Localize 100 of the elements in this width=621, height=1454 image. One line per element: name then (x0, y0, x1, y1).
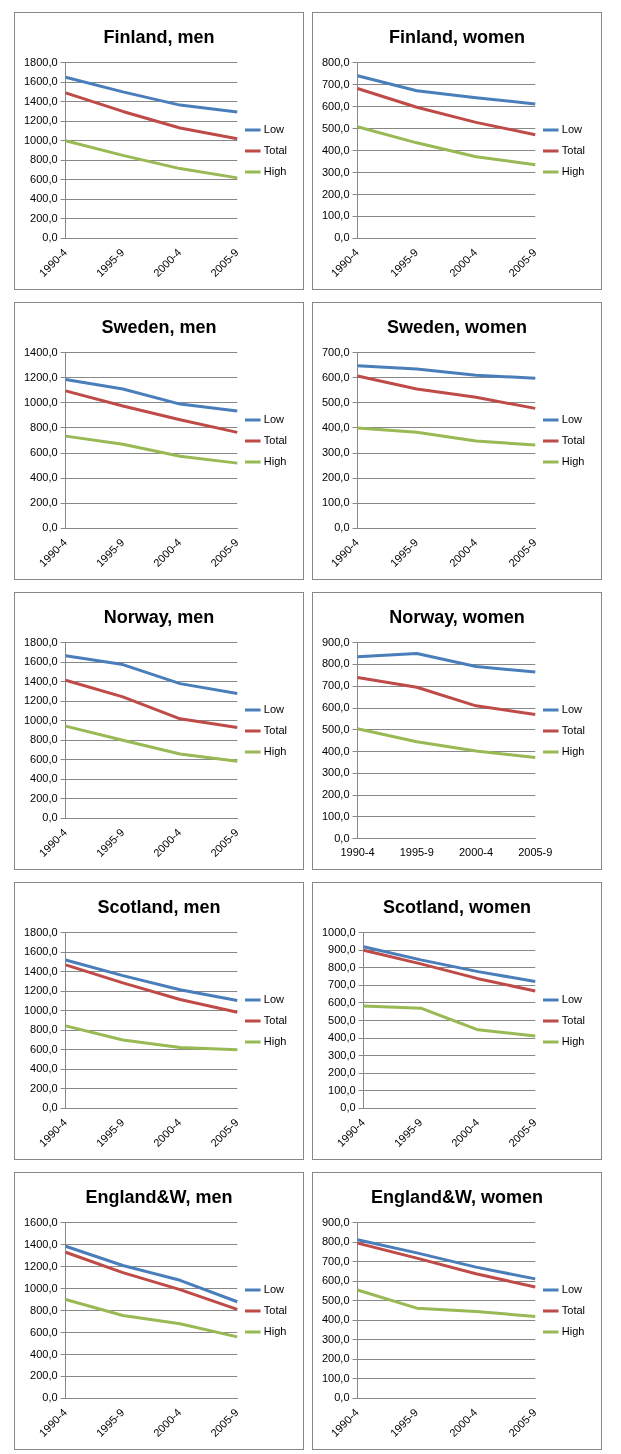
legend-label: High (263, 455, 287, 468)
y-tick-label: 1400,0 (23, 964, 58, 977)
legend-label: Total (263, 144, 288, 157)
legend-label: High (263, 745, 287, 758)
y-tick-label: 1000,0 (23, 1281, 58, 1294)
y-tick-label: 600,0 (30, 1325, 58, 1338)
y-tick-label: 300,0 (322, 766, 350, 779)
y-tick-label: 0,0 (42, 1101, 58, 1114)
y-tick-label: 700,0 (322, 679, 350, 692)
y-tick-label: 500,0 (322, 395, 350, 408)
y-tick-label: 1200,0 (23, 1259, 58, 1272)
y-tick-label: 400,0 (322, 143, 350, 156)
legend-label: Total (561, 434, 586, 447)
y-tick-label: 1400,0 (23, 1237, 58, 1250)
y-tick-label: 0,0 (334, 831, 350, 844)
legend-label: High (561, 1325, 585, 1338)
y-tick-label: 500,0 (322, 121, 350, 134)
y-tick-label: 200,0 (30, 1081, 58, 1094)
y-tick-label: 1400,0 (23, 345, 58, 358)
y-tick-label: 600,0 (322, 370, 350, 383)
x-tick-label: 2000-4 (458, 846, 494, 859)
y-tick-label: 800,0 (328, 960, 356, 973)
y-tick-label: 800,0 (30, 153, 58, 166)
y-tick-label: 600,0 (30, 172, 58, 185)
legend-label: Total (561, 144, 586, 157)
legend-label: Low (561, 123, 582, 136)
chart-title: Finland, men (103, 26, 215, 47)
y-tick-label: 1000,0 (23, 1003, 58, 1016)
y-tick-label: 600,0 (30, 752, 58, 765)
y-tick-label: 200,0 (322, 471, 350, 484)
y-tick-label: 600,0 (322, 701, 350, 714)
y-tick-label: 1400,0 (23, 94, 58, 107)
legend-label: High (263, 1325, 287, 1338)
legend-label: Low (561, 993, 582, 1006)
y-tick-label: 1600,0 (23, 75, 58, 88)
y-tick-label: 300,0 (322, 446, 350, 459)
y-tick-label: 400,0 (30, 1062, 58, 1075)
y-tick-label: 500,0 (322, 722, 350, 735)
y-tick-label: 300,0 (322, 165, 350, 178)
y-tick-label: 700,0 (322, 1254, 350, 1267)
y-tick-label: 400,0 (328, 1031, 356, 1044)
legend-label: Low (263, 993, 284, 1006)
y-tick-label: 300,0 (328, 1048, 356, 1061)
legend-label: Total (263, 1304, 288, 1317)
legend-label: Total (561, 1304, 586, 1317)
y-tick-label: 1200,0 (23, 114, 58, 127)
y-tick-label: 200,0 (30, 1369, 58, 1382)
y-tick-label: 200,0 (322, 1352, 350, 1365)
y-tick-label: 800,0 (322, 1235, 350, 1248)
legend-label: Total (561, 1014, 586, 1027)
legend-label: Low (561, 1283, 582, 1296)
y-tick-label: 200,0 (328, 1066, 356, 1079)
y-tick-label: 400,0 (322, 744, 350, 757)
y-tick-label: 700,0 (322, 345, 350, 358)
y-tick-label: 1400,0 (23, 674, 58, 687)
chart-title: Finland, women (388, 26, 526, 47)
legend-label: Low (263, 413, 284, 426)
y-tick-label: 0,0 (42, 811, 58, 824)
y-tick-label: 100,0 (322, 810, 350, 823)
y-tick-label: 600,0 (30, 1042, 58, 1055)
legend-label: Low (561, 413, 582, 426)
y-tick-label: 1800,0 (23, 55, 58, 68)
y-tick-label: 1800,0 (23, 925, 58, 938)
y-tick-label: 500,0 (328, 1013, 356, 1026)
y-tick-label: 200,0 (322, 187, 350, 200)
legend-label: High (561, 745, 585, 758)
legend-label: High (263, 1035, 287, 1048)
y-tick-label: 1200,0 (23, 370, 58, 383)
y-tick-label: 900,0 (322, 635, 350, 648)
y-tick-label: 1600,0 (23, 945, 58, 958)
legend-label: Low (263, 1283, 284, 1296)
y-tick-label: 200,0 (30, 496, 58, 509)
chart-title: Scotland, men (97, 896, 221, 917)
chart-title: Scotland, women (382, 896, 532, 917)
chart-title: Sweden, men (101, 316, 217, 337)
x-tick-label: 1990-4 (340, 846, 375, 859)
x-tick-label: 2005-9 (518, 846, 553, 859)
y-tick-label: 1200,0 (23, 984, 58, 997)
legend-label: High (561, 1035, 585, 1048)
y-tick-label: 200,0 (30, 791, 58, 804)
y-tick-label: 0,0 (334, 521, 350, 534)
y-tick-label: 1000,0 (321, 925, 356, 938)
y-tick-label: 0,0 (340, 1101, 356, 1114)
y-tick-label: 400,0 (322, 1313, 350, 1326)
y-tick-label: 400,0 (322, 420, 350, 433)
y-tick-label: 800,0 (322, 55, 350, 68)
chart-title: England&W, men (85, 1186, 233, 1207)
y-tick-label: 300,0 (322, 1332, 350, 1345)
y-tick-label: 1600,0 (23, 1215, 58, 1228)
y-tick-label: 0,0 (42, 521, 58, 534)
y-tick-label: 1000,0 (23, 713, 58, 726)
legend-label: Total (263, 434, 288, 447)
y-tick-label: 400,0 (30, 1347, 58, 1360)
y-tick-label: 200,0 (322, 788, 350, 801)
y-tick-label: 1600,0 (23, 655, 58, 668)
y-tick-label: 1800,0 (23, 635, 58, 648)
y-tick-label: 400,0 (30, 192, 58, 205)
chart-title: Sweden, women (386, 316, 528, 337)
y-tick-label: 800,0 (30, 420, 58, 433)
y-tick-label: 400,0 (30, 471, 58, 484)
